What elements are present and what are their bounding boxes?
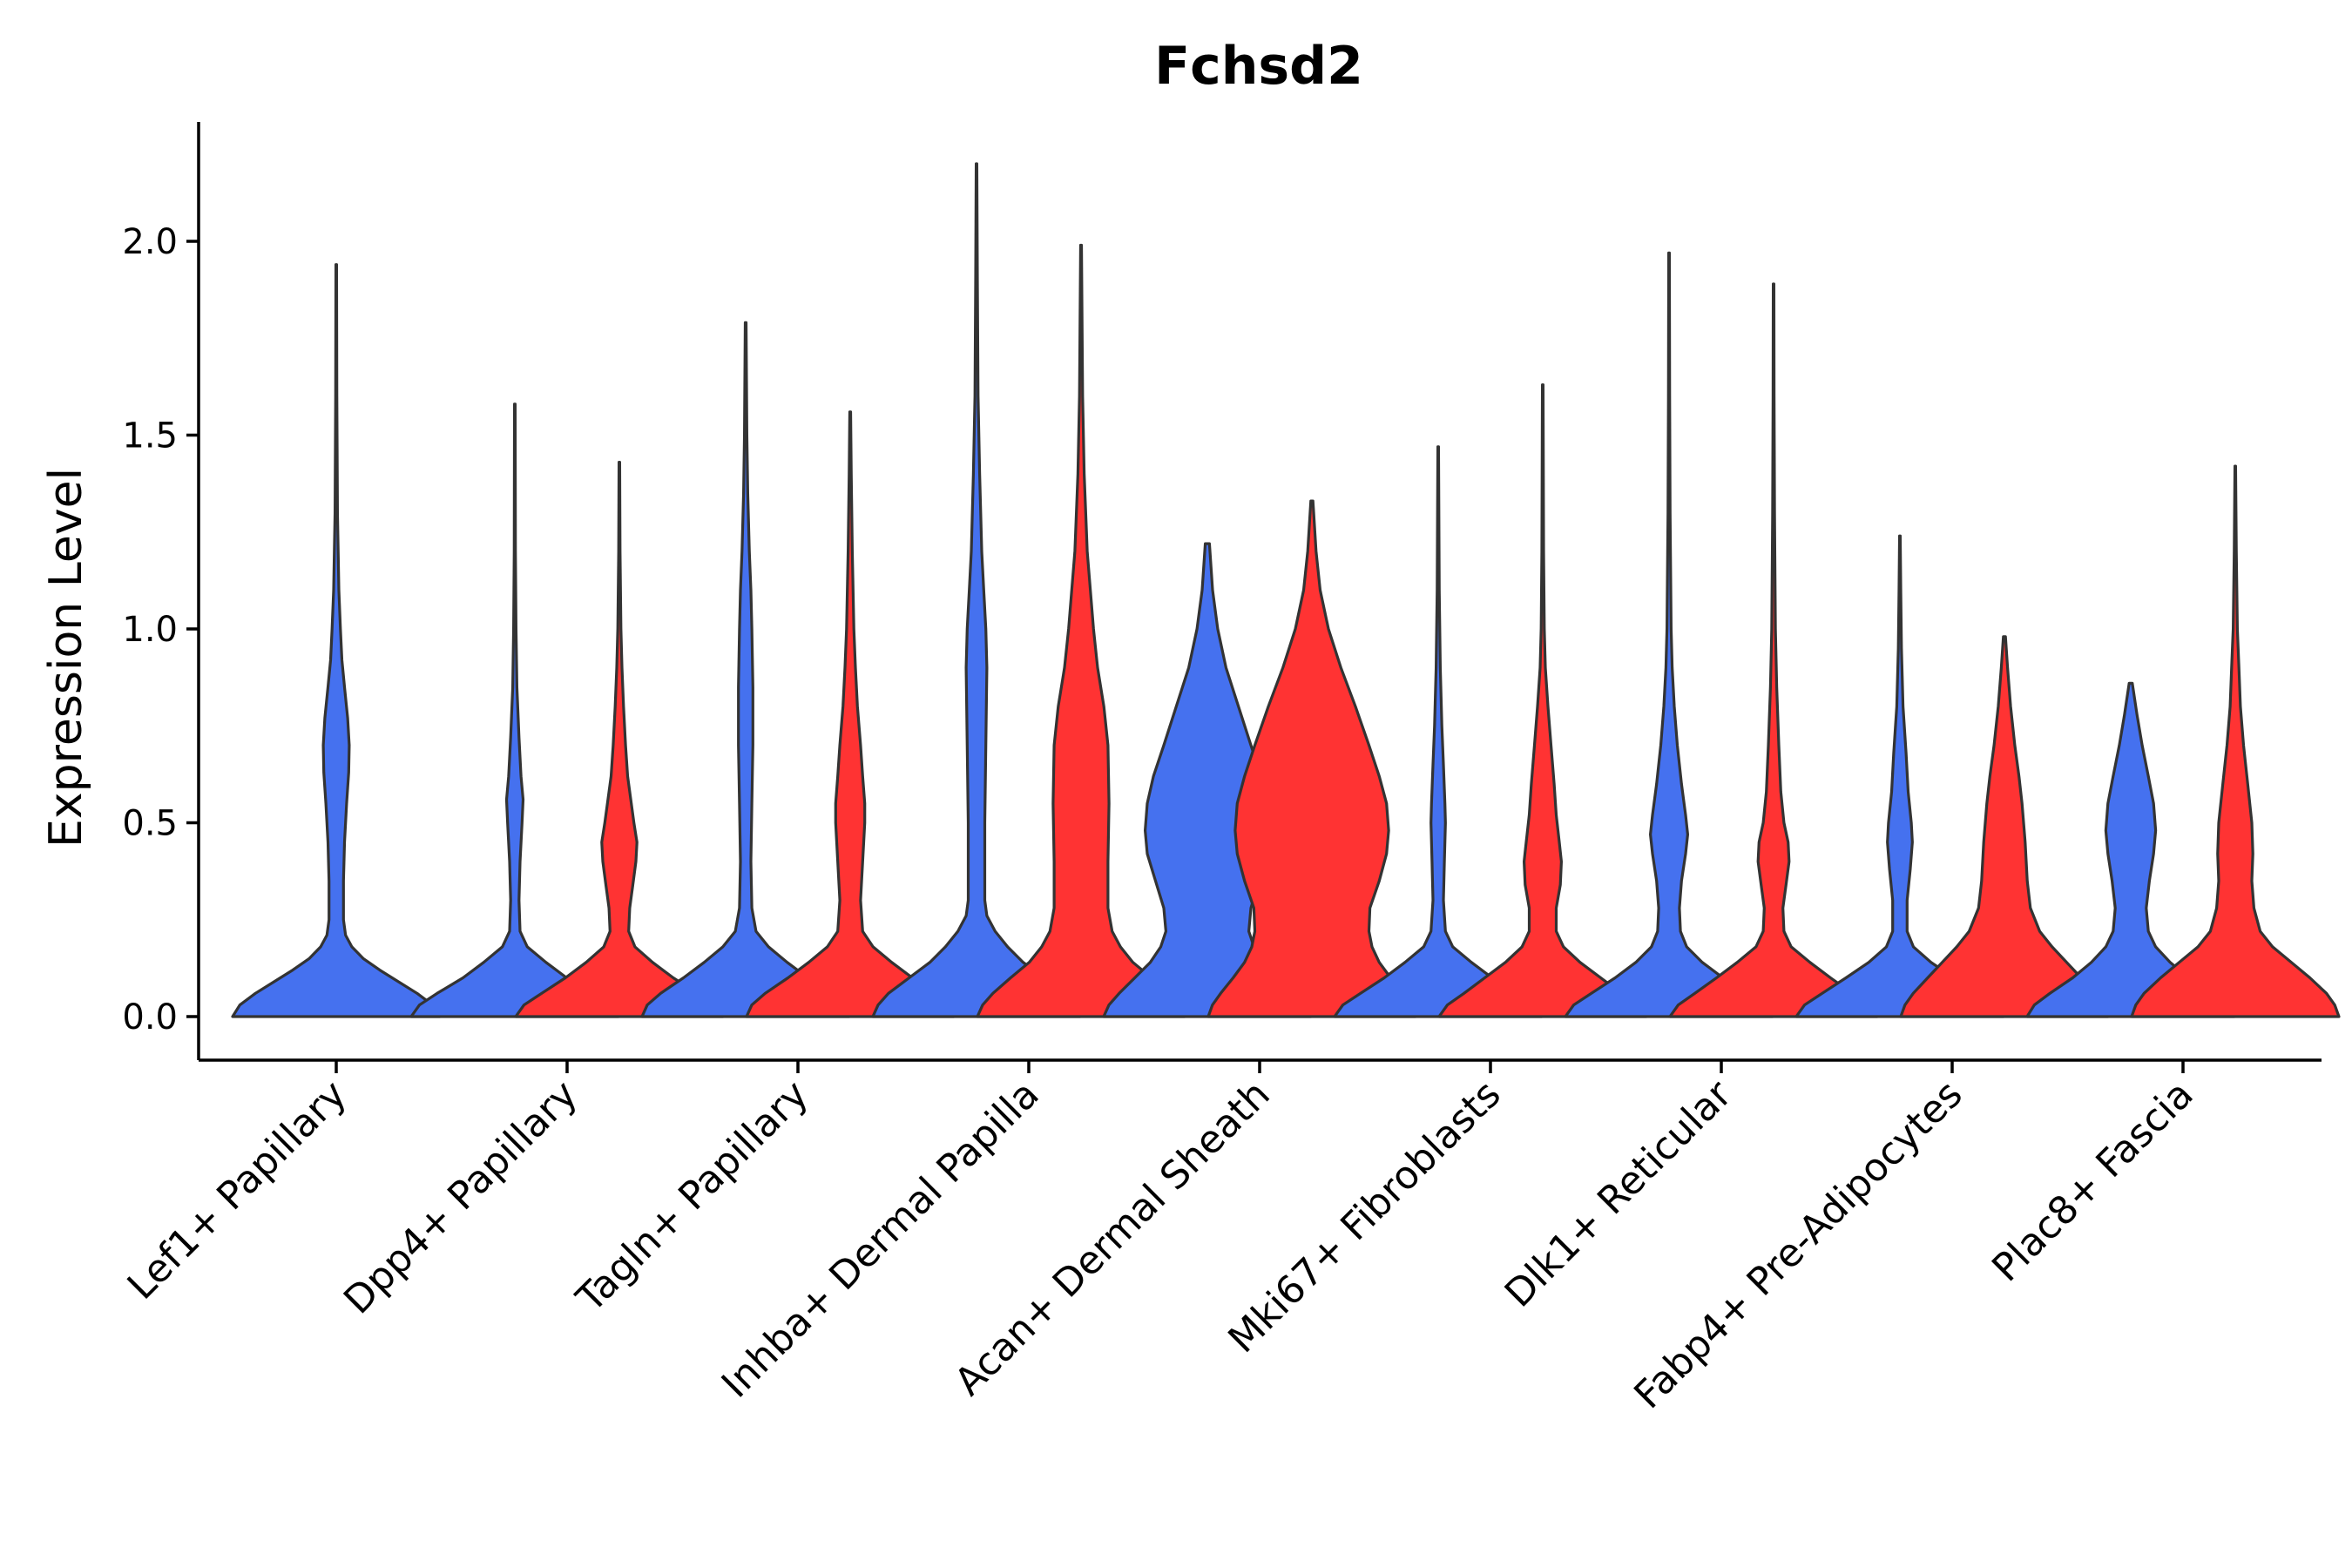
- x-tick-label: Plac8+ Fascia: [1984, 1072, 2202, 1291]
- x-tick-label: Dpp4+ Papillary: [335, 1072, 586, 1323]
- violin-blue-2: [409, 402, 620, 1018]
- y-axis-label: Expression Level: [40, 468, 92, 848]
- violin-blue-5: [1102, 542, 1313, 1018]
- y-tick-label: 0.5: [122, 804, 178, 844]
- y-axis: 0.0 0.5 1.0 1.5 2.0: [122, 122, 200, 1060]
- y-tick-label: 1.0: [122, 610, 178, 650]
- plot-area: [231, 162, 2341, 1018]
- violin-red-3: [745, 410, 956, 1018]
- y-tick-label: 1.5: [122, 416, 178, 456]
- y-tick-label: 2.0: [122, 222, 178, 262]
- violin-red-2: [514, 461, 725, 1018]
- x-tick-label: Tagln+ Papillary: [568, 1072, 817, 1321]
- violin-blue-9: [2025, 681, 2236, 1018]
- chart-title: Fchsd2: [1154, 36, 1363, 97]
- violin-blue-8: [1794, 534, 2005, 1018]
- violin-red-9: [2130, 464, 2341, 1018]
- violin-blue-1: [231, 263, 442, 1018]
- violin-blue-7: [1564, 251, 1774, 1018]
- violin-red-6: [1437, 383, 1648, 1018]
- violin-blue-3: [640, 321, 851, 1018]
- violin-blue-4: [871, 162, 1082, 1018]
- y-tick-label: 0.0: [122, 997, 178, 1037]
- violin-red-5: [1206, 499, 1417, 1018]
- violin-red-8: [1899, 635, 2110, 1018]
- violin-red-7: [1668, 282, 1879, 1018]
- violin-red-4: [976, 243, 1186, 1018]
- x-tick-label: Dlk1+ Reticular: [1497, 1071, 1741, 1316]
- violin-blue-6: [1333, 445, 1544, 1018]
- x-tick-label: Lef1+ Papillary: [119, 1072, 355, 1308]
